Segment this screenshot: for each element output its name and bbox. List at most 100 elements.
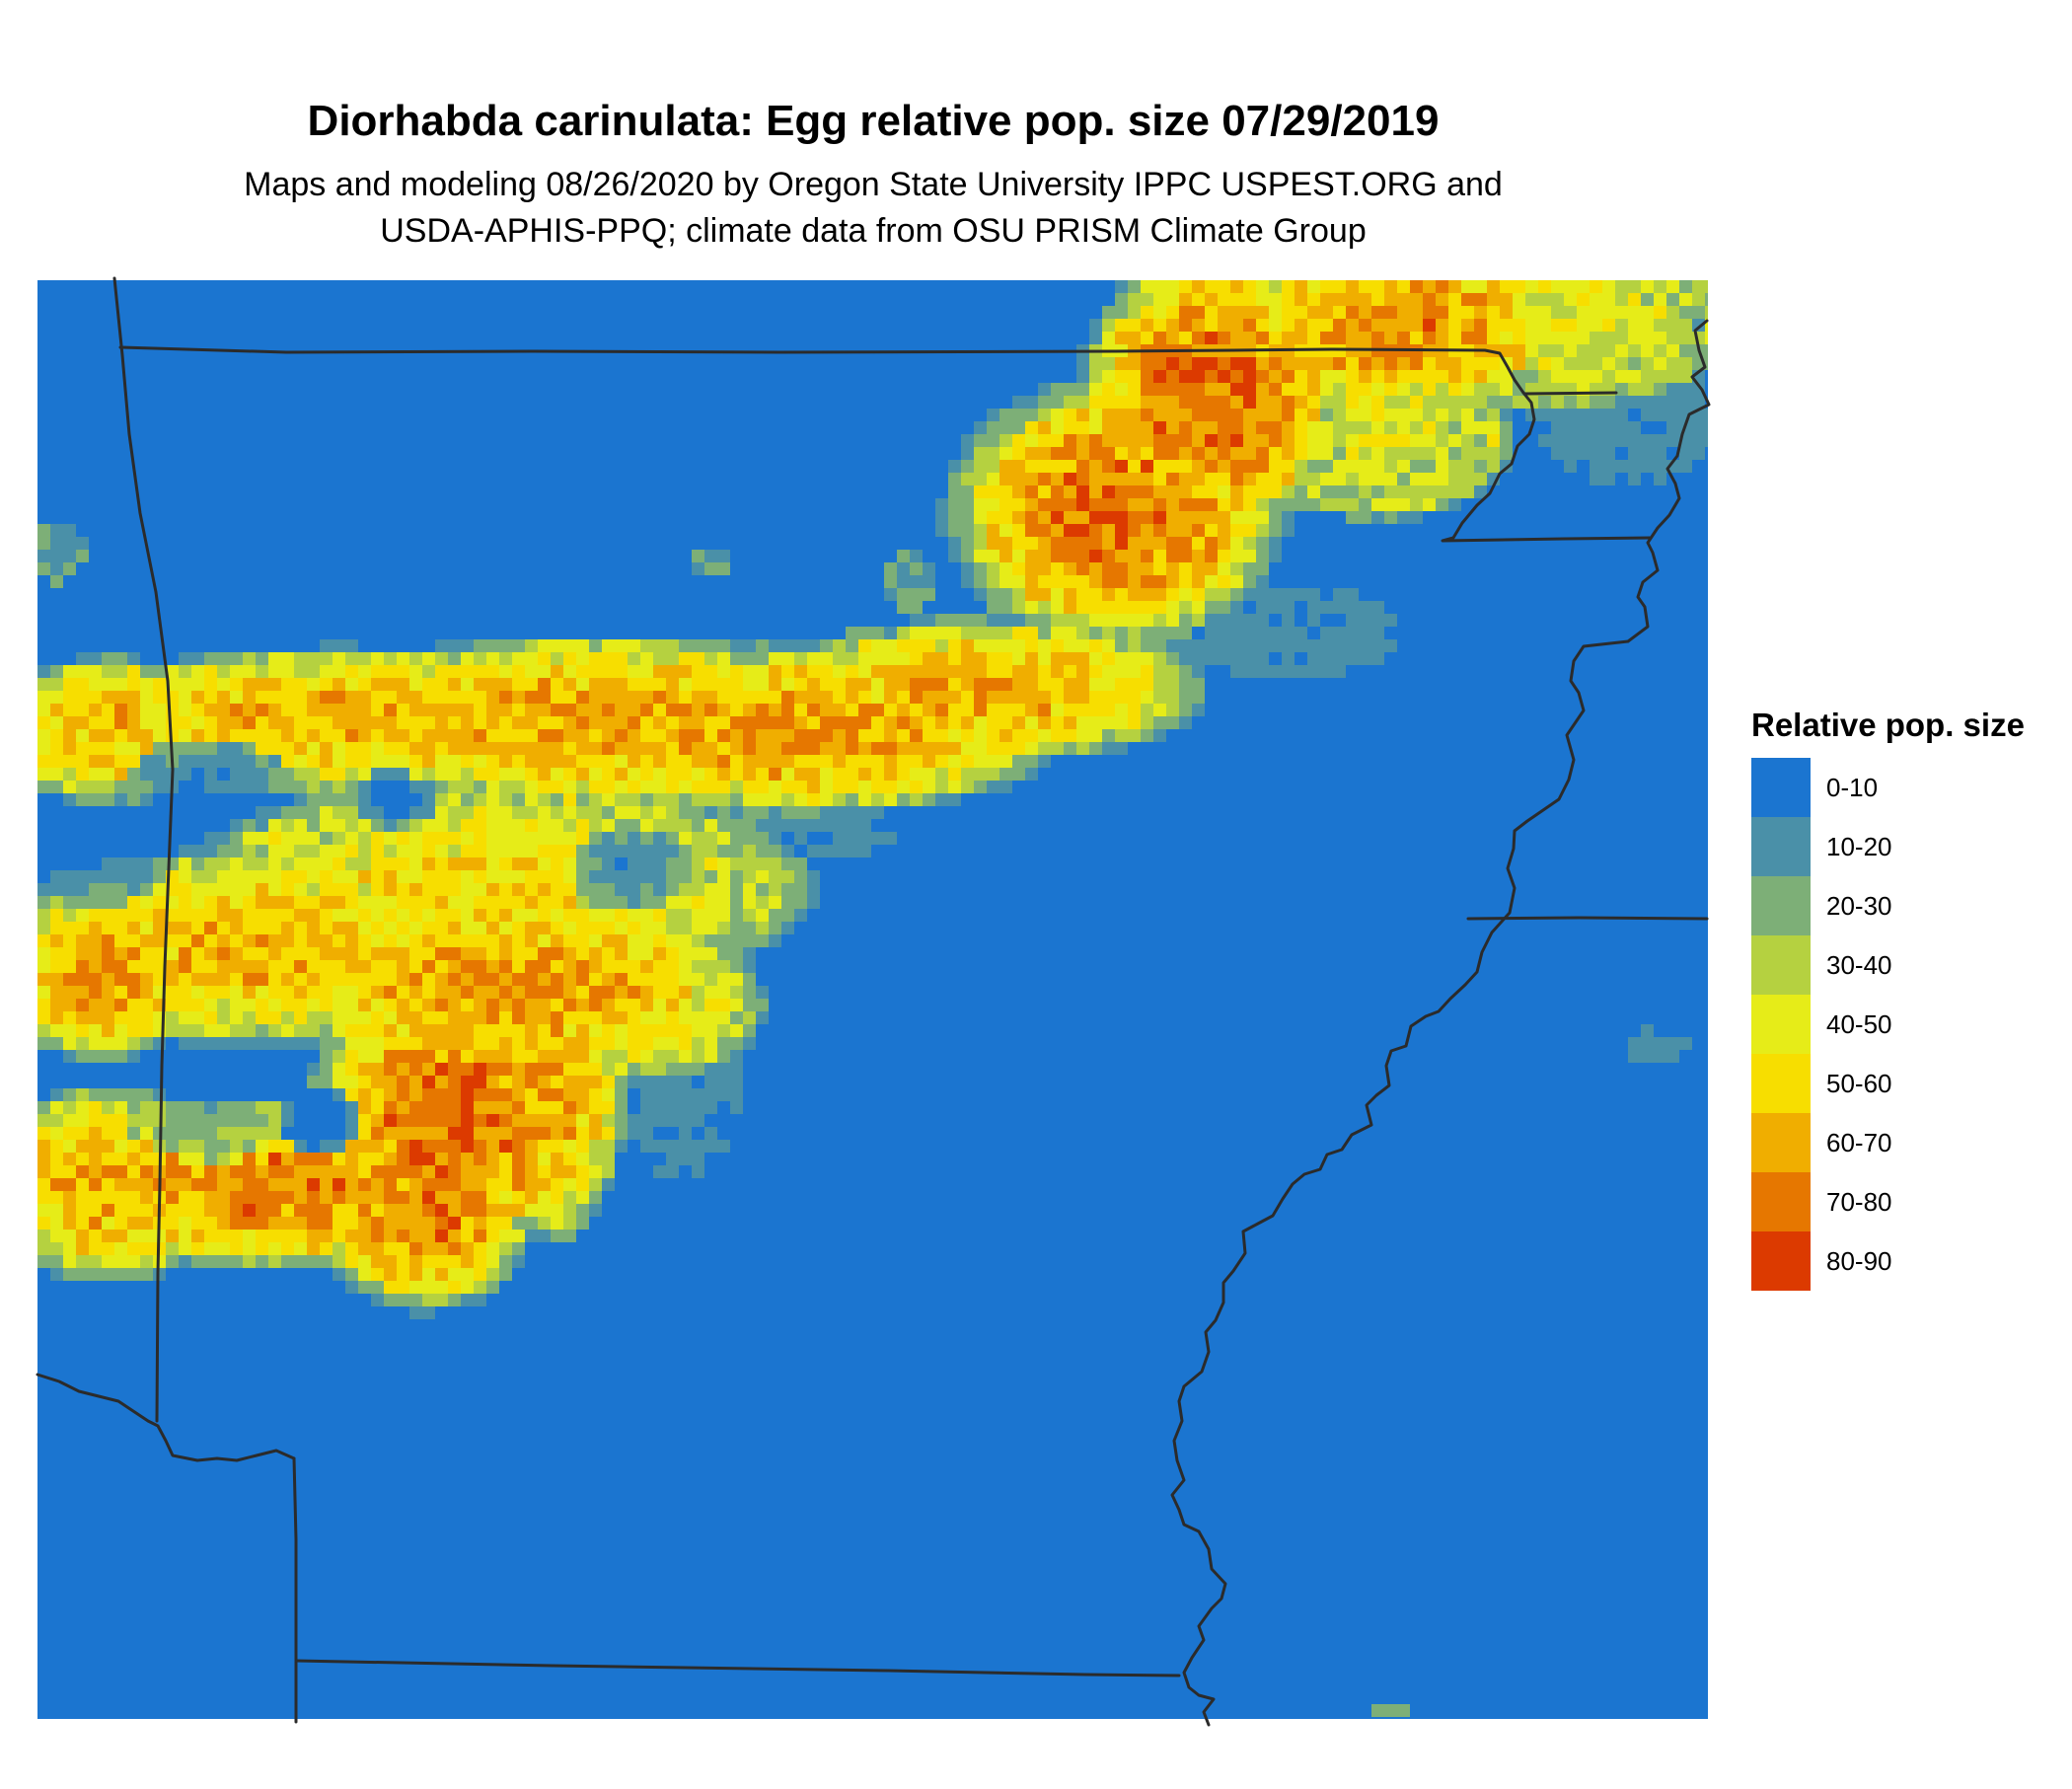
- heat-cell: [217, 1178, 230, 1191]
- heat-cell: [666, 922, 679, 934]
- heat-cell: [1192, 293, 1205, 306]
- heat-cell: [1410, 421, 1423, 434]
- heat-cell: [1602, 421, 1615, 434]
- heat-cell: [704, 652, 717, 665]
- heat-cell: [1102, 332, 1115, 344]
- heat-cell: [538, 999, 551, 1011]
- heat-cell: [628, 883, 640, 896]
- heat-cell: [1513, 306, 1525, 319]
- heat-cell: [935, 755, 948, 768]
- heat-cell: [435, 1076, 448, 1088]
- heat-cell: [358, 691, 371, 704]
- heat-cell: [1256, 485, 1269, 498]
- heat-cell: [114, 870, 127, 883]
- heat-cell: [1384, 498, 1397, 511]
- heat-cell: [307, 691, 320, 704]
- heat-cell: [756, 883, 769, 896]
- heat-cell: [76, 1114, 89, 1127]
- heat-cell: [89, 1050, 102, 1063]
- heat-cell: [358, 755, 371, 768]
- heat-cell: [974, 716, 987, 729]
- heat-cell: [756, 806, 769, 819]
- heat-cell: [589, 1204, 602, 1217]
- heat-cell: [923, 588, 935, 601]
- heat-cell: [1128, 691, 1141, 704]
- heat-cell: [615, 1140, 628, 1153]
- heat-cell: [435, 768, 448, 781]
- heat-cell: [333, 986, 345, 999]
- heat-cell: [435, 1050, 448, 1063]
- heat-cell: [1025, 614, 1038, 627]
- heat-cell: [1448, 319, 1461, 332]
- heat-cell: [730, 652, 743, 665]
- heat-cell: [256, 1191, 268, 1204]
- heat-cell: [422, 1165, 435, 1178]
- heat-cell: [127, 1268, 140, 1281]
- heat-cell: [1166, 652, 1179, 665]
- heat-cell: [692, 755, 704, 768]
- heat-cell: [1397, 319, 1410, 332]
- heat-cell: [474, 857, 486, 870]
- heat-cell: [628, 691, 640, 704]
- heat-cell: [1256, 447, 1269, 460]
- heat-cell: [461, 691, 474, 704]
- heat-cell: [307, 896, 320, 909]
- heat-cell: [333, 1268, 345, 1281]
- heat-cell: [294, 716, 307, 729]
- heat-cell: [679, 1076, 692, 1088]
- heat-cell: [563, 1140, 576, 1153]
- heat-cell: [935, 524, 948, 537]
- heat-cell: [1397, 498, 1410, 511]
- heat-cell: [179, 883, 191, 896]
- heat-cell: [1282, 396, 1295, 409]
- heat-cell: [563, 883, 576, 896]
- heat-cell: [846, 678, 858, 691]
- heat-cell: [499, 755, 512, 768]
- heat-cell: [474, 1242, 486, 1255]
- heat-cell: [589, 793, 602, 806]
- heat-cell: [191, 1165, 204, 1178]
- heat-cell: [345, 922, 358, 934]
- heat-cell: [384, 857, 397, 870]
- heat-cell: [1064, 614, 1076, 627]
- heat-cell: [1064, 383, 1076, 396]
- heat-cell: [384, 1037, 397, 1050]
- heat-cell: [1025, 678, 1038, 691]
- heat-cell: [230, 986, 243, 999]
- heat-cell: [320, 883, 333, 896]
- heat-cell: [948, 498, 961, 511]
- heat-cell: [1025, 524, 1038, 537]
- heat-cell: [999, 665, 1012, 678]
- heat-cell: [76, 1101, 89, 1114]
- heat-cell: [628, 755, 640, 768]
- heat-cell: [499, 704, 512, 716]
- heat-cell: [320, 1076, 333, 1088]
- heat-cell: [281, 716, 294, 729]
- heat-cell: [1333, 332, 1346, 344]
- heat-cell: [461, 768, 474, 781]
- heat-cell: [576, 691, 589, 704]
- heat-cell: [1307, 396, 1320, 409]
- heat-cell: [1320, 447, 1333, 460]
- heat-cell: [1525, 332, 1538, 344]
- heat-cell: [551, 691, 563, 704]
- heat-cell: [435, 1114, 448, 1127]
- heat-cell: [89, 1011, 102, 1024]
- heat-cell: [461, 1294, 474, 1306]
- heat-cell: [769, 922, 781, 934]
- heat-cell: [1141, 524, 1153, 537]
- heat-cell: [1102, 306, 1115, 319]
- heat-cell: [1192, 357, 1205, 370]
- heat-cell: [50, 922, 63, 934]
- heat-cell: [499, 1011, 512, 1024]
- heat-cell: [320, 1255, 333, 1268]
- heat-cell: [191, 704, 204, 716]
- heat-cell: [127, 1217, 140, 1230]
- heat-cell: [563, 1063, 576, 1076]
- heat-cell: [679, 639, 692, 652]
- heat-cell: [781, 691, 794, 704]
- heat-cell: [256, 999, 268, 1011]
- heat-cell: [1153, 293, 1166, 306]
- heat-cell: [653, 832, 666, 845]
- heat-cell: [602, 960, 615, 973]
